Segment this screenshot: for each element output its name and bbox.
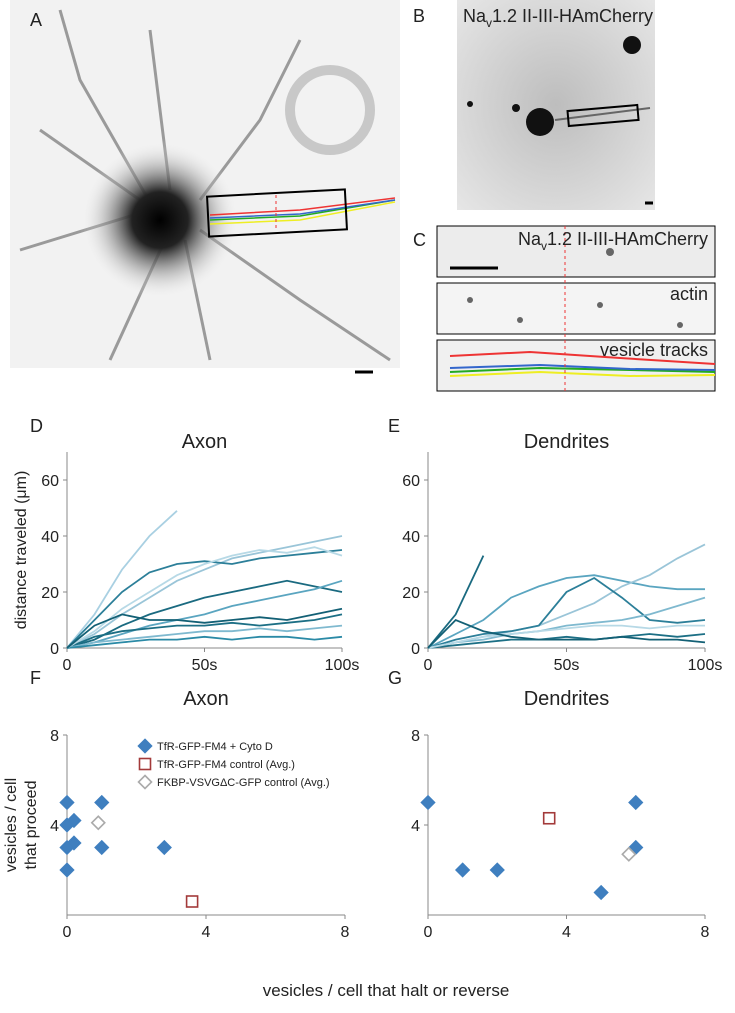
- point: [138, 757, 152, 771]
- panel-label: D: [30, 416, 43, 436]
- y-axis-label: vesicles / cell: [3, 778, 20, 872]
- point: [90, 815, 106, 831]
- x-tick-label: 0: [63, 924, 72, 941]
- point: [489, 862, 505, 878]
- legend-label: FKBP-VSVGΔC-GFP control (Avg.): [157, 777, 330, 789]
- x-tick-label: 4: [202, 924, 211, 941]
- legend-label: TfR-GFP-FM4 + Cyto D: [157, 741, 273, 753]
- y-tick-label: 0: [50, 641, 59, 658]
- y-tick-label: 4: [411, 818, 420, 835]
- trace: [66, 624, 343, 649]
- x-tick-label: 0: [63, 657, 72, 674]
- trace: [66, 607, 343, 649]
- x-tick-label: 8: [701, 924, 710, 941]
- legend-item: FKBP-VSVGΔC-GFP control (Avg.): [137, 774, 330, 790]
- trace: [427, 574, 705, 649]
- micrograph-c: Nav1.2 II-III-HAmCherry actin vesicle tr…: [436, 225, 716, 392]
- y-tick-label: 60: [41, 473, 59, 490]
- point: [621, 846, 637, 862]
- point: [156, 839, 172, 856]
- panel-label: C: [413, 230, 426, 250]
- y-tick-label: 0: [411, 641, 420, 658]
- x-tick-label: 0: [424, 924, 433, 941]
- legend-item: TfR-GFP-FM4 control (Avg.): [138, 757, 295, 771]
- point: [137, 774, 153, 790]
- legend-label: TfR-GFP-FM4 control (Avg.): [157, 759, 295, 771]
- panel-label: A: [30, 10, 42, 30]
- trace: [427, 618, 706, 649]
- point: [94, 839, 110, 856]
- point: [59, 794, 75, 811]
- point: [59, 862, 75, 878]
- x-tick-label: 100s: [325, 657, 360, 674]
- trace: [66, 546, 343, 649]
- micrograph-b: Nav1.2 II-III-HAmCherry: [457, 0, 655, 210]
- point: [66, 835, 82, 851]
- trace: [427, 555, 485, 649]
- panel-label: F: [30, 668, 41, 688]
- x-tick-label: 8: [341, 924, 350, 941]
- trace: [66, 635, 343, 649]
- micrograph-a: [10, 0, 400, 374]
- panel-label: G: [388, 668, 402, 688]
- trace: [66, 549, 343, 649]
- y-tick-label: 8: [411, 728, 420, 745]
- image-label: vesicle tracks: [600, 340, 708, 360]
- y-axis-label: distance traveled (μm): [13, 471, 30, 630]
- y-tick-label: 4: [50, 818, 59, 835]
- x-tick-label: 50s: [192, 657, 218, 674]
- point: [542, 811, 556, 825]
- trace: [66, 579, 343, 649]
- image-label: Nav1.2 II-III-HAmCherry: [463, 6, 653, 30]
- trace: [427, 633, 706, 649]
- trace: [427, 624, 705, 649]
- trace: [66, 535, 343, 649]
- x-tick-label: 0: [424, 657, 433, 674]
- point: [628, 839, 644, 856]
- trace: [66, 579, 343, 649]
- chart-title: Axon: [183, 688, 229, 710]
- y-tick-label: 40: [402, 529, 420, 546]
- trace: [66, 613, 343, 649]
- y-tick-label: 20: [402, 585, 420, 602]
- trace: [66, 510, 178, 649]
- trace: [427, 596, 706, 649]
- panel-label: E: [388, 416, 400, 436]
- point: [137, 738, 153, 754]
- point: [94, 794, 110, 811]
- trace: [427, 576, 706, 649]
- image-label: Nav1.2 II-III-HAmCherry: [518, 229, 708, 253]
- point: [185, 895, 199, 908]
- y-tick-label: 40: [41, 529, 59, 546]
- x-axis-label: vesicles / cell that halt or reverse: [263, 981, 510, 1000]
- x-tick-label: 50s: [554, 657, 580, 674]
- point: [454, 862, 471, 878]
- image-label: actin: [670, 284, 708, 304]
- point: [66, 812, 82, 829]
- y-axis-label: that proceed: [23, 781, 40, 870]
- y-tick-label: 20: [41, 585, 59, 602]
- panel-label: B: [413, 6, 425, 26]
- chart-title: Dendrites: [524, 688, 610, 710]
- chart-title: Axon: [182, 431, 228, 453]
- point: [628, 794, 644, 811]
- legend-item: TfR-GFP-FM4 + Cyto D: [137, 738, 273, 754]
- x-tick-label: 4: [562, 924, 571, 941]
- point: [420, 794, 436, 811]
- point: [593, 884, 609, 901]
- y-tick-label: 60: [402, 473, 420, 490]
- y-tick-label: 8: [50, 728, 59, 745]
- trace: [427, 543, 706, 649]
- x-tick-label: 100s: [688, 657, 723, 674]
- chart-title: Dendrites: [524, 431, 610, 453]
